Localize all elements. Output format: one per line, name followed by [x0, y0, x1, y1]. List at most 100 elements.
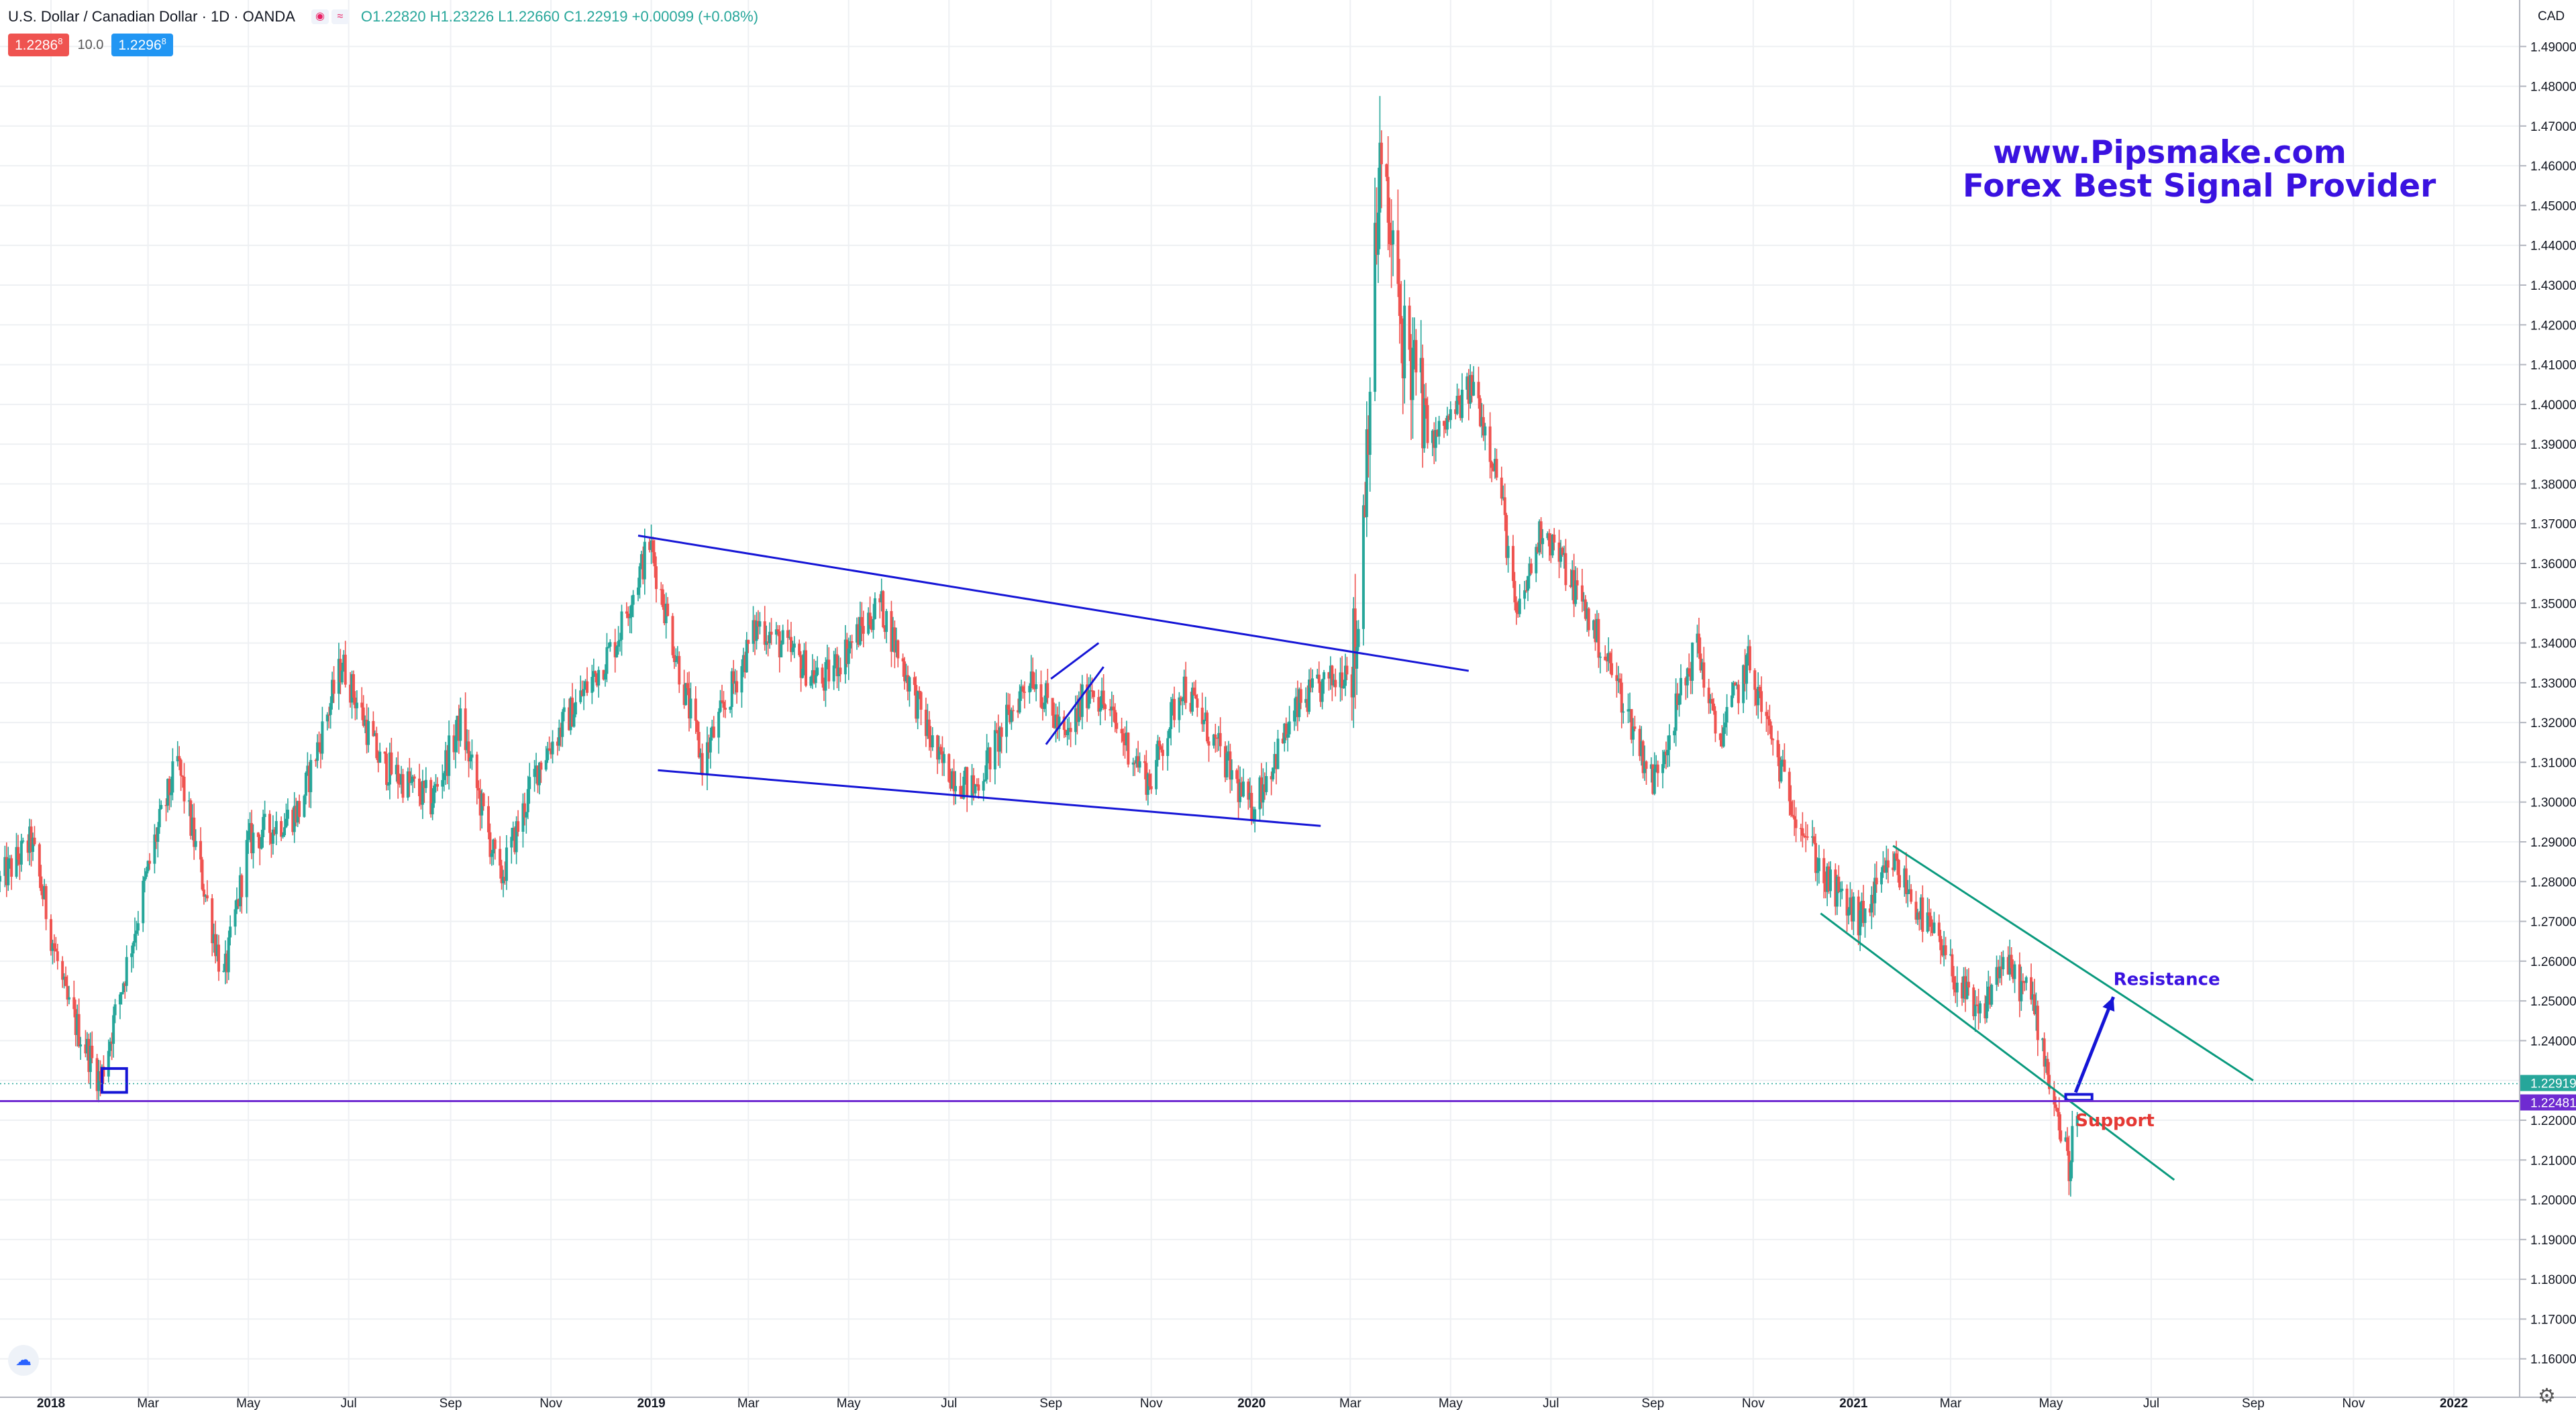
candle-body: [666, 603, 670, 616]
candle-body: [468, 757, 472, 762]
compare-icon[interactable]: ≈: [331, 9, 349, 24]
candle: [1178, 692, 1181, 733]
candle-body: [1043, 702, 1046, 709]
candle-body: [561, 712, 564, 737]
candle-body: [1493, 459, 1496, 472]
candle: [1645, 760, 1648, 785]
candle-body: [1304, 699, 1308, 703]
candle: [867, 607, 870, 636]
candle: [825, 645, 829, 669]
candle: [1862, 885, 1865, 927]
candle: [1511, 535, 1514, 588]
candle: [1350, 667, 1353, 721]
candle: [1097, 690, 1100, 716]
candle: [1145, 750, 1148, 801]
candle-body: [19, 840, 23, 865]
candle: [1870, 886, 1873, 930]
candle: [0, 871, 1, 893]
candle-body: [1411, 347, 1414, 400]
candle: [1745, 653, 1749, 700]
candle: [926, 704, 929, 739]
candle: [1893, 851, 1896, 872]
candle: [847, 637, 850, 680]
candle-body: [1288, 721, 1291, 735]
candle: [1904, 852, 1908, 904]
candle: [1110, 691, 1113, 727]
candle: [238, 867, 242, 912]
sell-button[interactable]: 1.22868: [8, 34, 70, 56]
candle: [204, 894, 207, 902]
candle-body: [229, 926, 232, 938]
candle-body: [1426, 404, 1429, 443]
candle: [1747, 635, 1750, 666]
candle: [1641, 739, 1645, 779]
candle: [387, 782, 390, 791]
candle-body: [701, 753, 704, 775]
x-tick-label: Sep: [1039, 1397, 1062, 1410]
candle: [2054, 1096, 2057, 1111]
gear-icon[interactable]: ⚙: [2538, 1385, 2556, 1407]
candle-body: [1582, 599, 1586, 602]
candle: [1367, 415, 1370, 478]
candle: [1046, 668, 1049, 704]
candle: [834, 648, 837, 669]
candle-body: [135, 930, 138, 934]
candle: [400, 765, 403, 794]
candle: [240, 873, 244, 914]
candle-body: [1620, 682, 1623, 713]
candle: [1918, 911, 1921, 931]
candle: [317, 731, 321, 753]
tradingview-logo-icon[interactable]: ☁: [8, 1345, 39, 1376]
candle-body: [1696, 633, 1699, 643]
buy-button[interactable]: 1.22968: [111, 34, 173, 56]
candle: [862, 610, 865, 647]
candle-body: [975, 784, 978, 785]
candle-body: [1709, 698, 1712, 704]
header-icons[interactable]: ◉ ≈: [311, 9, 349, 24]
candle-body: [592, 671, 595, 677]
candle-body: [1160, 746, 1163, 750]
candle: [687, 671, 690, 732]
candle: [1403, 280, 1406, 404]
candle-body: [1559, 547, 1563, 562]
candle: [1058, 702, 1061, 741]
candle: [857, 616, 860, 648]
candle-body: [568, 707, 571, 730]
y-tick-label: 1.17000: [2530, 1313, 2576, 1327]
candle: [850, 635, 854, 659]
candle-body: [1539, 521, 1543, 545]
candle: [1460, 373, 1463, 423]
candle: [615, 645, 619, 658]
candle-body: [1125, 733, 1128, 746]
candle: [2036, 1000, 2039, 1056]
candle: [839, 657, 842, 682]
candle-body: [1053, 715, 1056, 728]
candle: [832, 651, 835, 690]
candle-body: [905, 675, 908, 682]
candle-body: [1021, 686, 1025, 692]
candle-body: [1292, 710, 1296, 722]
candle: [1622, 703, 1625, 724]
candle-body: [1200, 707, 1204, 724]
candle: [492, 838, 495, 865]
candle: [2059, 1114, 2063, 1144]
candle-body: [1910, 889, 1913, 902]
candle-body: [1875, 877, 1878, 885]
candle: [627, 606, 630, 627]
candle-body: [488, 832, 492, 857]
candle-body: [824, 662, 827, 691]
candle: [515, 816, 518, 865]
candle-body: [1849, 897, 1852, 910]
candle-body: [1240, 782, 1243, 797]
candle: [1135, 748, 1138, 768]
candle-body: [143, 877, 146, 881]
candle-body: [1697, 633, 1700, 654]
candle-body: [1536, 547, 1539, 553]
candle: [1419, 320, 1423, 394]
eye-icon[interactable]: ◉: [311, 9, 329, 24]
candle: [570, 683, 574, 727]
symbol-title[interactable]: U.S. Dollar / Canadian Dollar · 1D · OAN…: [8, 8, 295, 25]
candle: [696, 720, 699, 741]
